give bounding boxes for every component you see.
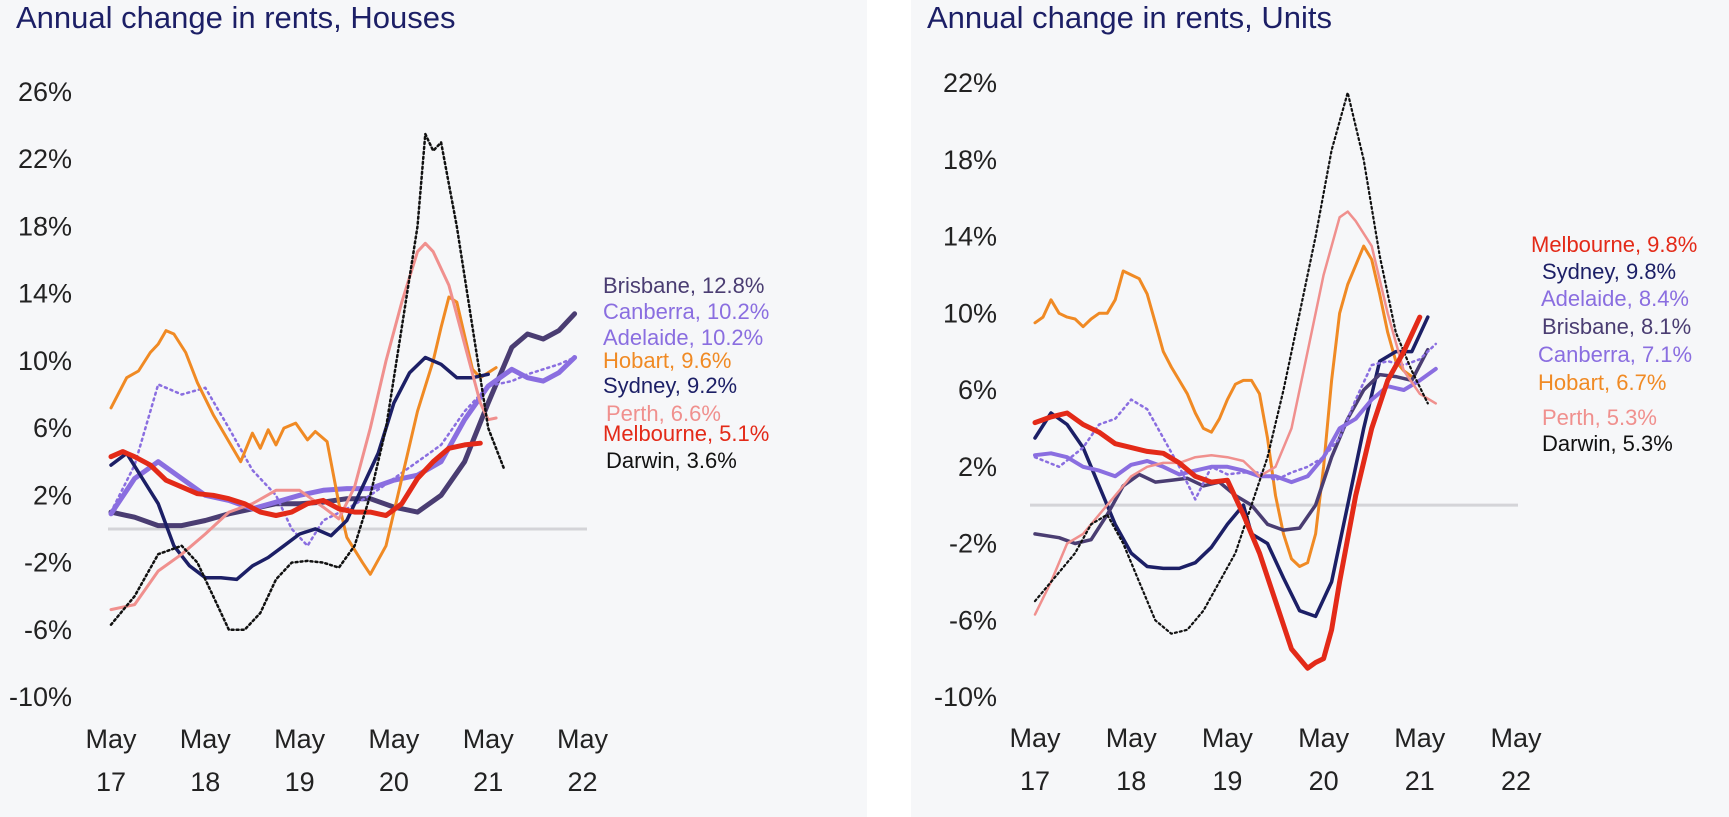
chart-title: Annual change in rents, Houses	[16, 0, 456, 35]
x-tick-label: 19	[1212, 766, 1242, 796]
x-tick-label: 17	[1020, 766, 1050, 796]
x-tick-label: May	[1490, 723, 1542, 753]
x-tick-label: May	[1202, 723, 1254, 753]
units-chart-panel: Annual change in rents, Units 22% 18% 14% 1…	[911, 0, 1729, 817]
y-tick-label: 14%	[943, 222, 997, 252]
x-tick-label: 22	[1501, 766, 1531, 796]
x-tick-label: 18	[190, 767, 220, 797]
y-tick-label: 22%	[18, 144, 72, 174]
y-tick-label: 6%	[958, 375, 997, 405]
x-tick-label: 17	[96, 767, 126, 797]
series-end-label-canberra: Canberra, 10.2%	[603, 299, 769, 324]
series-line-perth	[109, 241, 498, 612]
series-end-label-melbourne: Melbourne, 5.1%	[603, 421, 769, 446]
series-line-sydney	[1033, 315, 1430, 619]
y-tick-label: 2%	[33, 480, 72, 510]
series-line-melbourne	[108, 440, 483, 518]
x-tick-label: May	[274, 724, 326, 754]
series-end-label-sydney: Sydney, 9.2%	[603, 373, 737, 398]
x-tick-label: May	[557, 724, 609, 754]
series-end-label-canberra: Canberra, 7.1%	[1538, 342, 1692, 367]
series-end-label-perth: Perth, 5.3%	[1542, 405, 1657, 430]
series-end-label-sydney: Sydney, 9.8%	[1542, 259, 1676, 284]
series-end-label-darwin: Darwin, 5.3%	[1542, 431, 1673, 456]
y-tick-label: -2%	[24, 548, 72, 578]
x-tick-label: 18	[1116, 766, 1146, 796]
y-tick-label: -10%	[934, 682, 997, 712]
x-tick-label: 20	[379, 767, 409, 797]
y-tick-label: 26%	[18, 77, 72, 107]
y-tick-label: 10%	[943, 298, 997, 328]
y-tick-label: -2%	[949, 529, 997, 559]
x-tick-label: May	[463, 724, 515, 754]
series-line-canberra	[108, 355, 578, 517]
y-tick-label: 2%	[958, 452, 997, 482]
series-line-perth	[1033, 210, 1438, 616]
series-end-label-adelaide: Adelaide, 10.2%	[603, 325, 763, 350]
x-tick-label: May	[368, 724, 420, 754]
series-end-label-melbourne: Melbourne, 9.8%	[1531, 232, 1697, 257]
series-end-label-hobart: Hobart, 6.7%	[1538, 370, 1666, 395]
series-end-label-perth: Perth, 6.6%	[606, 401, 721, 426]
units-chart: 22% 18% 14% 10% 6% 2% -2% -6% -10% May 17 May 18 May 1…	[934, 68, 1697, 796]
series-line-melbourne	[1032, 314, 1423, 671]
x-tick-label: 19	[285, 767, 315, 797]
y-tick-label: 18%	[18, 211, 72, 241]
x-tick-label: May	[85, 724, 137, 754]
series-end-label-brisbane: Brisbane, 12.8%	[603, 273, 764, 298]
y-tick-label: -6%	[949, 605, 997, 635]
x-tick-label: May	[1106, 723, 1158, 753]
series-line-hobart	[1033, 244, 1414, 568]
x-tick-label: May	[180, 724, 232, 754]
x-tick-label: May	[1394, 723, 1446, 753]
series-end-label-adelaide: Adelaide, 8.4%	[1541, 286, 1689, 311]
y-tick-label: -6%	[24, 615, 72, 645]
x-tick-label: May	[1298, 723, 1350, 753]
y-tick-label: -10%	[9, 682, 72, 712]
series-line-canberra	[1033, 366, 1438, 485]
x-tick-label: 22	[567, 767, 597, 797]
y-tick-label: 22%	[943, 68, 997, 98]
series-end-label-hobart: Hobart, 9.6%	[603, 348, 731, 373]
x-tick-label: 21	[1405, 766, 1435, 796]
series-line-hobart	[109, 295, 498, 576]
x-tick-label: May	[1009, 723, 1061, 753]
series-line-darwin	[109, 132, 506, 632]
x-tick-label: 20	[1309, 766, 1339, 796]
houses-chart-panel: Annual change in rents, Houses 26% 22% 18%…	[8, 0, 770, 797]
series-line-darwin	[1033, 91, 1429, 635]
series-end-label-brisbane: Brisbane, 8.1%	[1542, 314, 1691, 339]
series-line-sydney	[109, 355, 490, 582]
y-tick-label: 10%	[18, 346, 72, 376]
x-tick-label: 21	[473, 767, 503, 797]
y-tick-label: 18%	[943, 145, 997, 175]
y-tick-label: 6%	[33, 413, 72, 443]
houses-chart: 26% 22% 18% 14% 10% 6% 2% -2% -6% -10% May 17 May 18 M…	[9, 77, 769, 797]
y-tick-label: 14%	[18, 279, 72, 309]
chart-title: Annual change in rents, Units	[927, 0, 1332, 35]
series-end-label-darwin: Darwin, 3.6%	[606, 448, 737, 473]
